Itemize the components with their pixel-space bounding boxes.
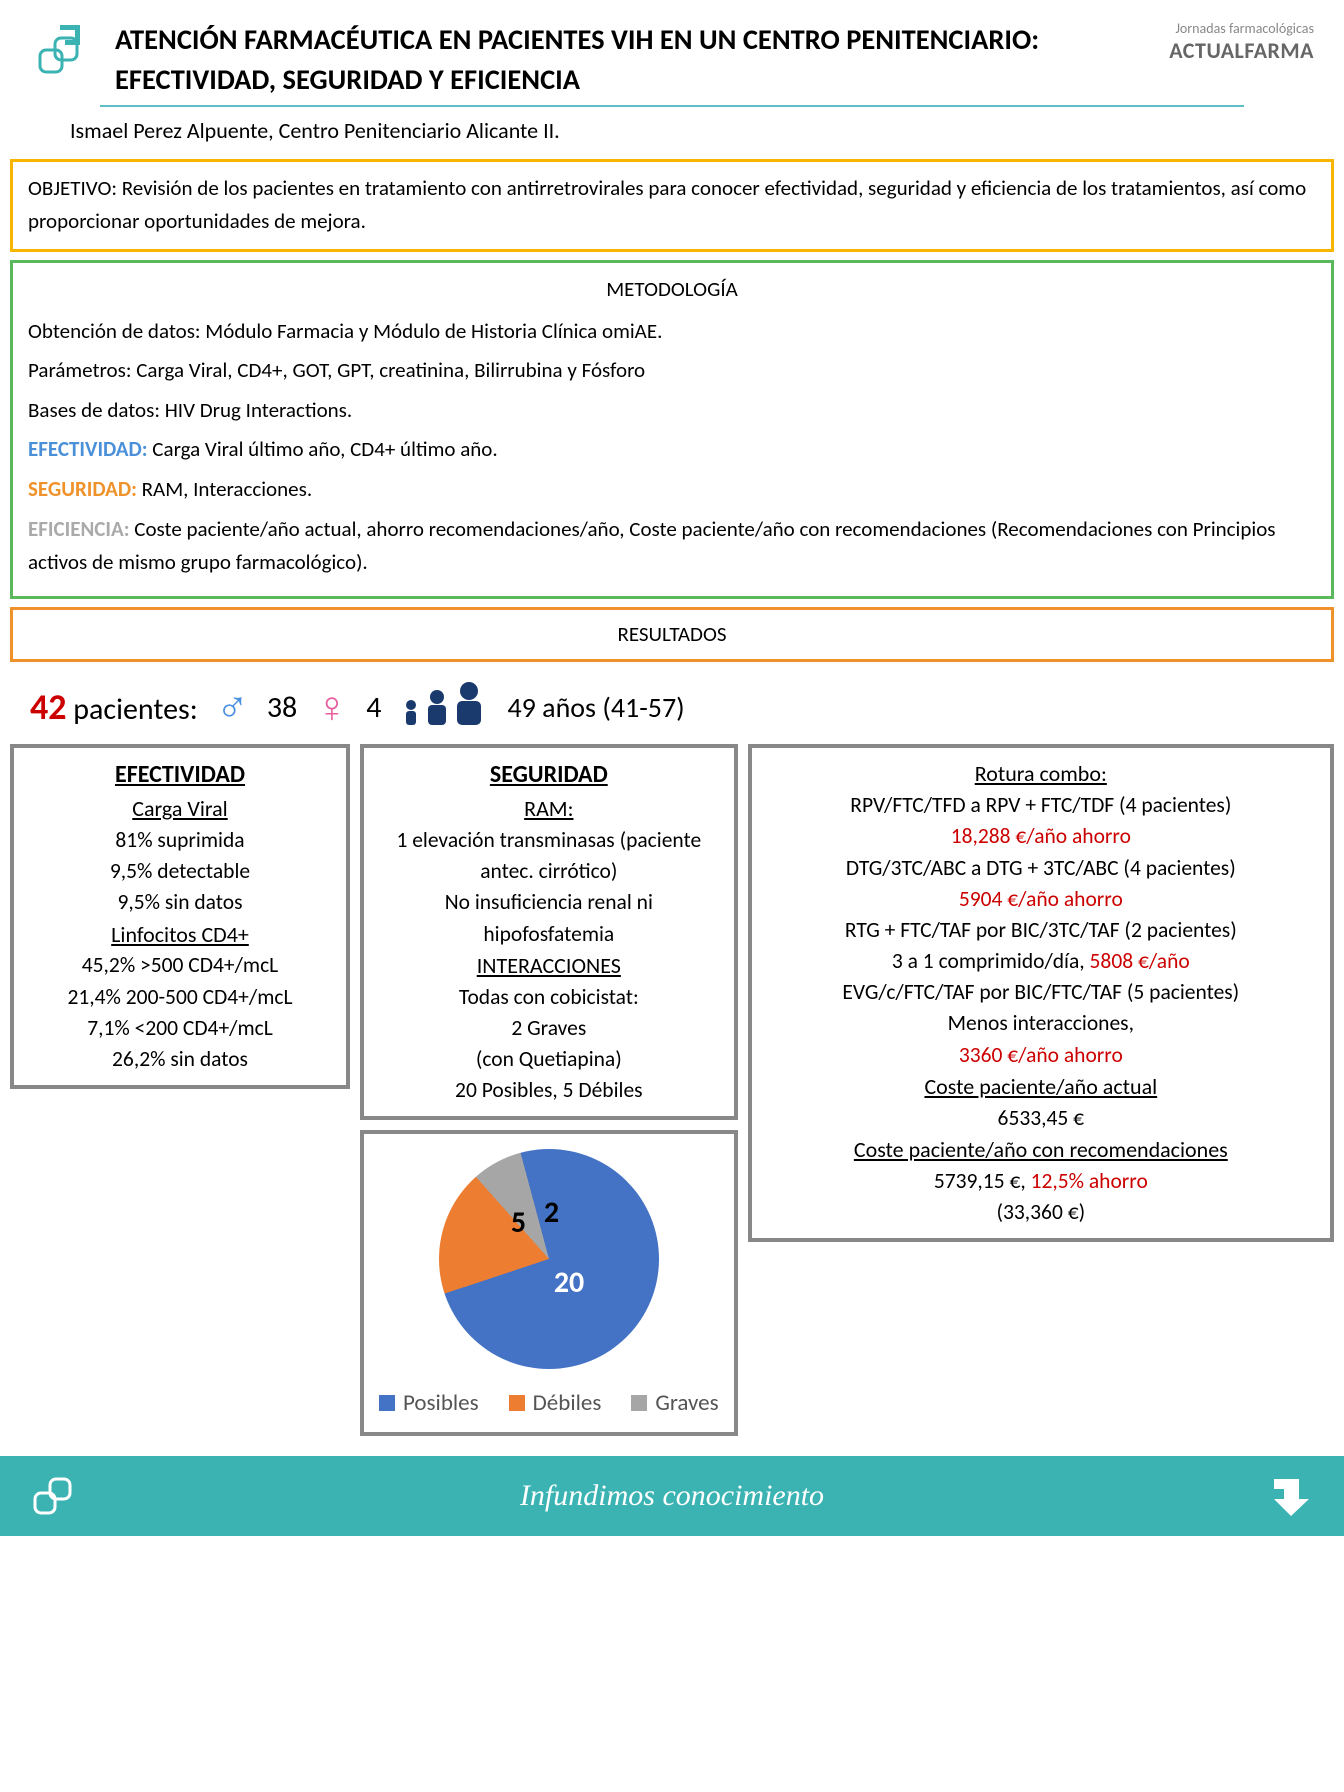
patients-summary: 42 pacientes: ♂ 38 ♀ 4 49 años (41-57) bbox=[0, 670, 1344, 744]
meth-line: Obtención de datos: Módulo Farmacia y Mó… bbox=[28, 315, 1316, 349]
eficiencia-box: Rotura combo: RPV/FTC/TFD a RPV + FTC/TD… bbox=[748, 744, 1334, 1242]
meth-line: Parámetros: Carga Viral, CD4+, GOT, GPT,… bbox=[28, 354, 1316, 388]
legend-item: Posibles bbox=[379, 1389, 479, 1417]
metodologia-box: METODOLOGÍA Obtención de datos: Módulo F… bbox=[10, 260, 1334, 599]
resultados-header: RESULTADOS bbox=[10, 607, 1334, 663]
results-grid: EFECTIVIDAD Carga Viral 81% suprimida 9,… bbox=[0, 744, 1344, 1446]
footer-icon-right bbox=[1264, 1471, 1314, 1521]
brand: Jornadas farmacológicas ACTUALFARMA bbox=[1169, 20, 1314, 64]
seguridad-box: SEGURIDAD RAM: 1 elevación transminasas … bbox=[360, 744, 738, 1120]
metodologia-title: METODOLOGÍA bbox=[28, 273, 1316, 307]
logo-icon bbox=[30, 20, 100, 80]
meth-efectividad: EFECTIVIDAD: Carga Viral último año, CD4… bbox=[28, 433, 1316, 467]
main-title: ATENCIÓN FARMACÉUTICA EN PACIENTES VIH E… bbox=[115, 20, 1154, 100]
footer-icon-left bbox=[30, 1471, 80, 1521]
people-icon bbox=[399, 681, 489, 734]
efectividad-box: EFECTIVIDAD Carga Viral 81% suprimida 9,… bbox=[10, 744, 350, 1089]
brand-name: ACTUALFARMA bbox=[1169, 37, 1314, 64]
objetivo-text: OBJETIVO: Revisión de los pacientes en t… bbox=[28, 175, 1306, 235]
footer-text: Infundimos conocimiento bbox=[520, 1479, 824, 1513]
meth-seguridad: SEGURIDAD: RAM, Interacciones. bbox=[28, 473, 1316, 507]
chart-legend: Posibles Débiles Graves bbox=[379, 1389, 719, 1417]
objetivo-box: OBJETIVO: Revisión de los pacientes en t… bbox=[10, 159, 1334, 252]
pie-label-posibles: 20 bbox=[554, 1264, 584, 1301]
legend-item: Graves bbox=[631, 1389, 718, 1417]
pie-label-debiles: 5 bbox=[511, 1204, 526, 1241]
age-text: 49 años (41-57) bbox=[507, 690, 684, 725]
title-underline bbox=[100, 105, 1244, 107]
female-icon: ♀ bbox=[315, 680, 348, 734]
footer: Infundimos conocimiento bbox=[0, 1456, 1344, 1536]
author-line: Ismael Perez Alpuente, Centro Penitencia… bbox=[70, 117, 1344, 144]
header: ATENCIÓN FARMACÉUTICA EN PACIENTES VIH E… bbox=[0, 0, 1344, 100]
male-icon: ♂ bbox=[216, 680, 249, 734]
brand-subtitle: Jornadas farmacológicas bbox=[1169, 20, 1314, 37]
meth-line: Bases de datos: HIV Drug Interactions. bbox=[28, 394, 1316, 428]
patient-label: pacientes: bbox=[67, 691, 198, 728]
interactions-chart: 20 5 2 Posibles Débiles Graves bbox=[360, 1130, 738, 1436]
pie-chart bbox=[439, 1149, 659, 1369]
legend-item: Débiles bbox=[509, 1389, 602, 1417]
meth-eficiencia: EFICIENCIA: Coste paciente/año actual, a… bbox=[28, 513, 1316, 580]
pie-label-graves: 2 bbox=[544, 1194, 559, 1231]
female-count: 4 bbox=[366, 689, 381, 726]
patient-count: 42 bbox=[30, 685, 67, 729]
male-count: 38 bbox=[267, 689, 297, 726]
